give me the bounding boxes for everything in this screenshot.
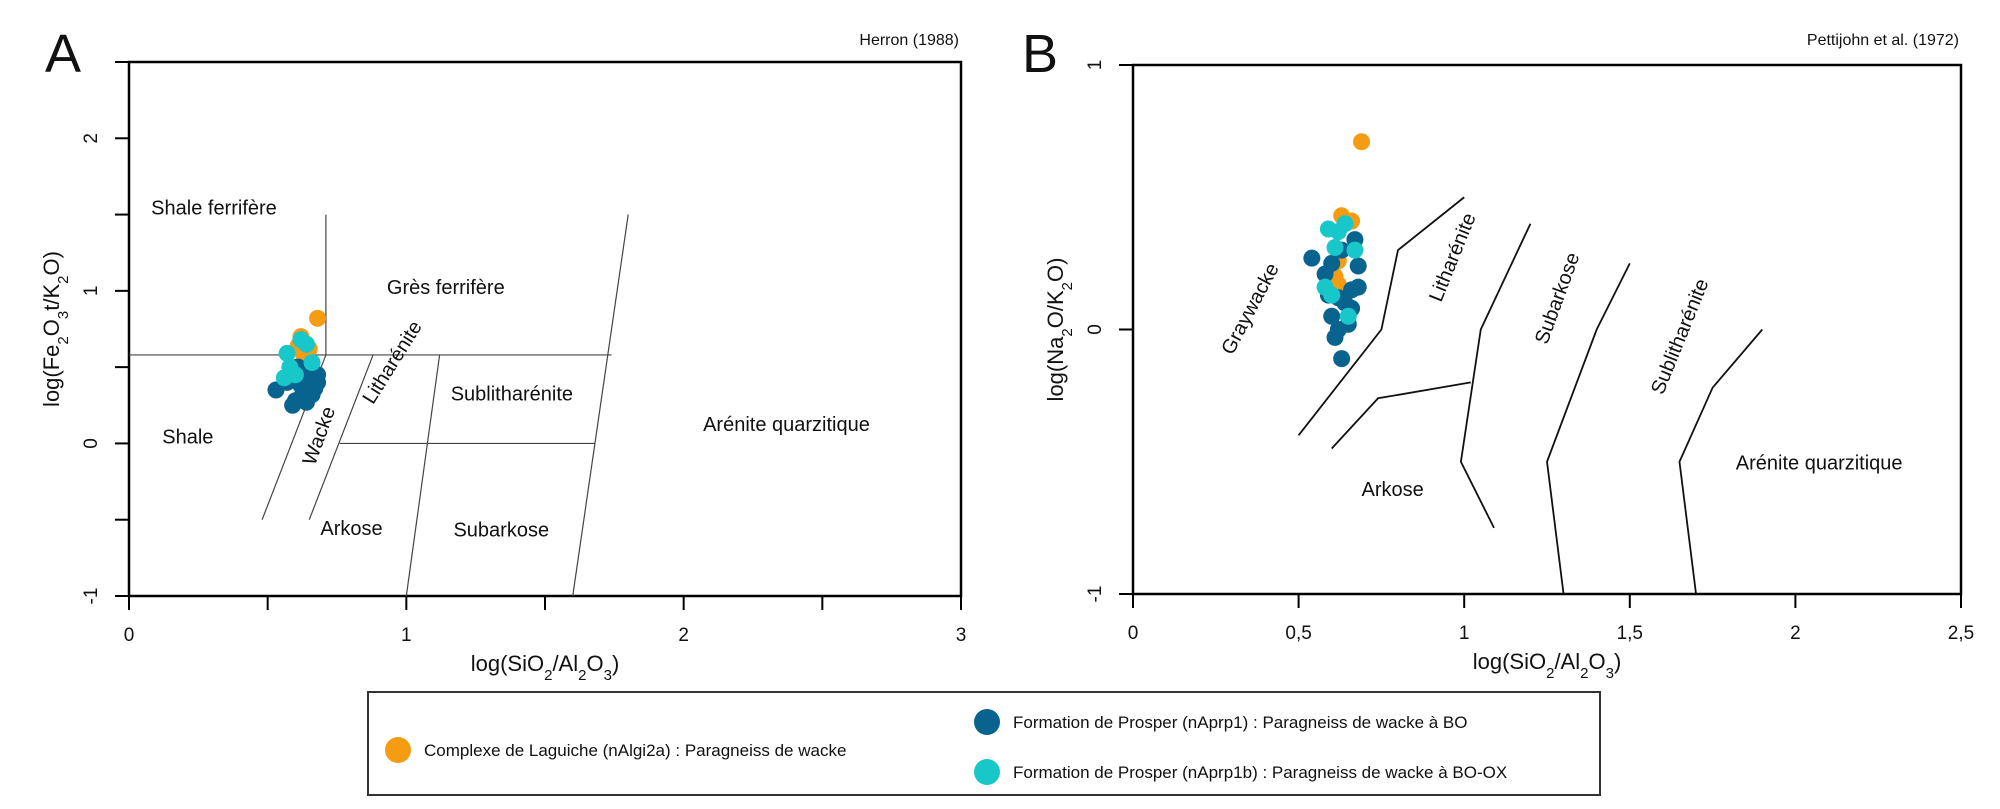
legend-marker-orange <box>385 737 411 763</box>
series-blue <box>267 358 327 414</box>
y-tick-label: 2 <box>81 133 102 144</box>
legend: Complexe de Laguiche (nAlgi2a) : Paragne… <box>367 691 1601 796</box>
y-axis-title: log(Fe2O3t/K2O) <box>39 251 72 407</box>
x-tick-label: 2,5 <box>1948 623 1974 644</box>
legend-label: Formation de Prosper (nAprp1b) : Paragne… <box>1013 763 1507 782</box>
data-point <box>297 393 315 411</box>
x-axis-title: log(SiO2/Al2O3) <box>1473 649 1622 682</box>
data-point <box>1303 249 1321 267</box>
data-point <box>1346 241 1364 259</box>
data-point <box>275 369 293 387</box>
panel-label: B <box>1022 24 1058 84</box>
data-point <box>1323 307 1341 325</box>
x-tick-label: 1 <box>1459 623 1470 644</box>
series-cyan <box>275 331 321 387</box>
y-tick-label: 1 <box>1085 60 1106 71</box>
field-label: Sublitharénite <box>1647 276 1713 398</box>
x-axis-title: log(SiO2/Al2O3) <box>471 651 620 684</box>
y-tick-label: 1 <box>81 286 102 297</box>
field-boundary <box>1331 381 1471 450</box>
field-label: Arénite quarzitique <box>703 414 870 436</box>
field-label: Litharénite <box>359 317 427 408</box>
legend-label: Formation de Prosper (nAprp1) : Paragnei… <box>1013 713 1468 732</box>
data-point <box>284 396 302 414</box>
field-label: Subarkose <box>453 519 549 541</box>
data-point <box>1333 350 1351 368</box>
field-label: Grès ferrifère <box>387 277 505 299</box>
field-label: Shale <box>162 426 213 448</box>
field-boundary <box>1297 196 1465 436</box>
legend-marker-blue <box>974 709 1000 735</box>
legend-marker-cyan <box>974 759 1000 785</box>
y-tick-label: -1 <box>1085 586 1106 603</box>
source-citation: Pettijohn et al. (1972) <box>1807 32 1959 49</box>
data-point <box>1349 278 1367 296</box>
data-point <box>1323 286 1341 304</box>
x-tick-label: 1,5 <box>1617 623 1643 644</box>
field-label: Arkose <box>320 518 382 540</box>
data-point <box>1329 223 1347 241</box>
data-point <box>303 354 321 372</box>
source-citation: Herron (1988) <box>859 32 959 49</box>
data-point <box>309 309 327 327</box>
field-label: Shale ferrifère <box>151 198 277 220</box>
field-boundary <box>572 214 629 597</box>
x-tick-label: 0 <box>1128 623 1139 644</box>
field-boundary <box>261 214 327 520</box>
x-tick-label: 2 <box>1790 623 1801 644</box>
data-point <box>1323 254 1341 272</box>
data-point <box>1349 257 1367 275</box>
chart-panel-B: B Pettijohn et al. (1972) 0 0,5 1 1,5 2 2,5 -1 0 1… <box>1022 24 1974 682</box>
field-label: Arkose <box>1362 479 1424 501</box>
plot-frame <box>127 60 963 598</box>
field-label: Litharénite <box>1425 210 1480 305</box>
x-tick-label: 3 <box>956 625 967 646</box>
x-tick-label: 2 <box>678 625 689 646</box>
field-boundary <box>308 354 374 520</box>
field-label: Subarkose <box>1531 250 1584 347</box>
data-point <box>278 344 296 362</box>
data-point <box>1326 328 1344 346</box>
y-axis-title: log(Na2O/K2O) <box>1043 258 1076 402</box>
legend-label: Complexe de Laguiche (nAlgi2a) : Paragne… <box>424 741 846 760</box>
y-tick-label: 0 <box>1085 324 1106 335</box>
field-label: Sublitharénite <box>451 384 573 406</box>
data-point <box>1339 307 1357 325</box>
field-boundary <box>1546 262 1631 595</box>
x-tick-label: 1 <box>401 625 412 646</box>
field-boundary <box>405 354 441 597</box>
field-label: Graywacke <box>1217 260 1283 359</box>
data-point <box>1326 239 1344 257</box>
field-label: Wacke <box>299 404 340 468</box>
field-boundary <box>1459 223 1532 529</box>
field-label: Arénite quarzitique <box>1736 453 1903 475</box>
data-point <box>297 335 315 353</box>
chart-panel-A: A Herron (1988) 0 1 2 3 -1 0 1 2 log(SiO2/Al2O3) lo… <box>39 24 966 684</box>
x-tick-label: 0,5 <box>1285 623 1311 644</box>
field-boundary <box>1678 328 1763 595</box>
x-tick-label: 0 <box>124 625 135 646</box>
y-tick-label: -1 <box>81 588 102 605</box>
series-cyan <box>1316 215 1364 325</box>
data-point <box>1353 133 1371 151</box>
panel-label: A <box>45 24 81 84</box>
y-tick-label: 0 <box>81 438 102 449</box>
